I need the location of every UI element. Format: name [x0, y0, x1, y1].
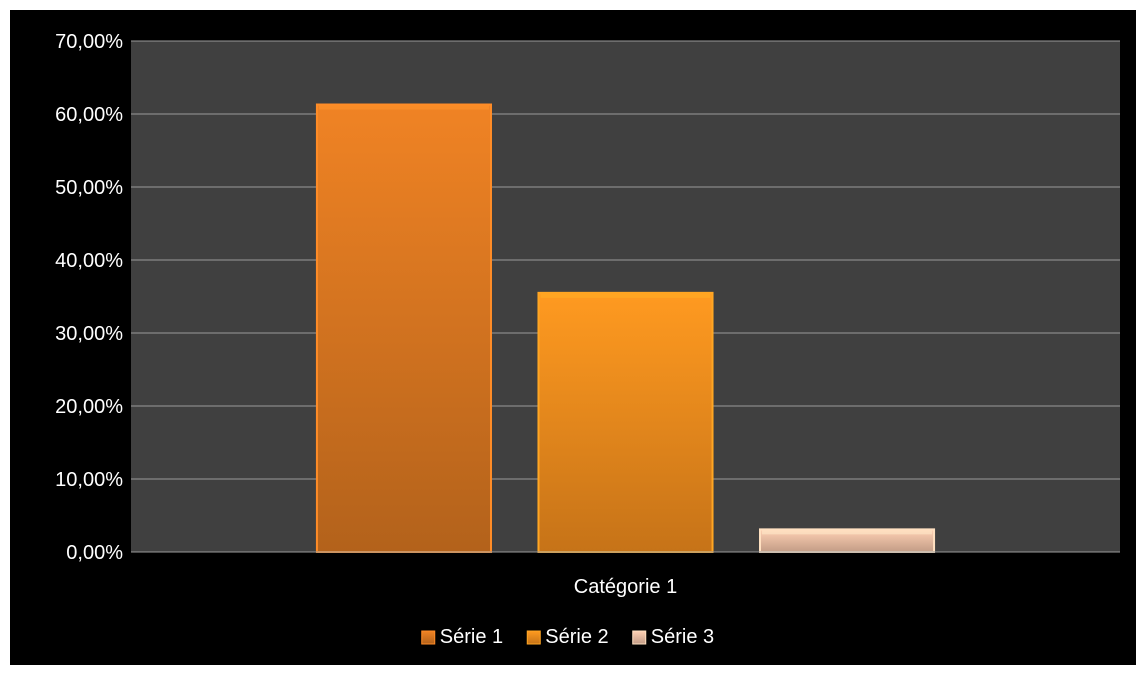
bar-chart: 0,00% 10,00% 20,00% 30,00% 40,00% 50,00% 60,00…: [55, 31, 1120, 648]
chart-frame: 0,00% 10,00% 20,00% 30,00% 40,00% 50,00% 60,00…: [10, 10, 1136, 665]
y-tick-label: 30,00%: [55, 323, 123, 345]
y-tick-label: 10,00%: [55, 469, 123, 491]
legend-swatch: [421, 630, 436, 645]
y-tick-label: 40,00%: [55, 250, 123, 272]
bar-bevel: [540, 293, 711, 298]
legend-label: Série 2: [545, 626, 608, 648]
legend-swatch: [526, 630, 541, 645]
bar-bevel: [318, 105, 489, 110]
x-tick-label: Catégorie 1: [574, 576, 677, 598]
x-axis-tick-labels: Catégorie 1: [574, 576, 677, 598]
y-tick-label: 60,00%: [55, 104, 123, 126]
bars: [315, 103, 936, 553]
bar: [315, 103, 492, 553]
legend: Série 1 Série 2 Série 3: [421, 626, 714, 648]
y-tick-label: 0,00%: [66, 542, 123, 564]
legend-swatch: [632, 630, 647, 645]
y-axis-tick-labels: 0,00% 10,00% 20,00% 30,00% 40,00% 50,00% 60,00…: [55, 31, 123, 564]
y-tick-label: 70,00%: [55, 31, 123, 53]
bar: [537, 291, 714, 553]
bar-bevel: [762, 530, 933, 535]
y-tick-label: 20,00%: [55, 396, 123, 418]
legend-label: Série 1: [440, 626, 503, 648]
legend-label: Série 3: [651, 626, 714, 648]
y-tick-label: 50,00%: [55, 177, 123, 199]
